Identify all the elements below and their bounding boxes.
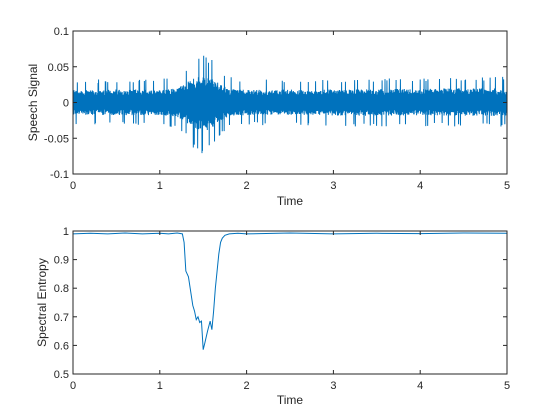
spectral-entropy-xtick-label: 0 (70, 380, 76, 392)
speech-signal-frame-border (72, 30, 508, 175)
speech-signal-xtick-label: 2 (244, 180, 250, 192)
spectral-entropy-ytick-label: 0.7 (54, 312, 69, 324)
spectral-entropy-ylabel: Spectral Entropy (35, 258, 49, 347)
spectral-entropy-plot-area (72, 230, 508, 375)
spectral-entropy-ytick-label: 1 (63, 226, 69, 238)
speech-signal-ytick-label: 0 (63, 98, 69, 110)
speech-signal-waveform (72, 55, 508, 154)
spectral-entropy-xtick-label: 5 (504, 380, 510, 392)
speech-signal-axes: 0 1 2 3 4 5 -0.1 -0.05 0 0.05 0.1 Time Speech Sign… (26, 26, 510, 208)
spectral-entropy-xtick-label: 2 (244, 380, 250, 392)
spectral-entropy-series-line (72, 232, 508, 350)
spectral-entropy-ytick-label: 0.6 (54, 340, 69, 352)
speech-signal-ytick-label: 0.05 (48, 62, 69, 74)
spectral-entropy-ytick-label: 0.5 (54, 369, 69, 381)
speech-signal-ytick-label: -0.05 (44, 133, 69, 145)
speech-signal-xtick-label: 3 (330, 180, 336, 192)
spectral-entropy-xtick-label: 3 (330, 380, 336, 392)
speech-signal-xtick-label: 1 (157, 180, 163, 192)
speech-signal-ticks: 0 1 2 3 4 5 -0.1 -0.05 0 0.05 0.1 (44, 26, 510, 192)
spectral-entropy-xlabel: Time (277, 393, 304, 407)
spectral-entropy-axes: 0 1 2 3 4 5 0.5 0.6 0.7 0.8 0.9 1 Time Spectral Ent… (35, 226, 510, 407)
spectral-entropy-ytick-label: 0.9 (54, 255, 69, 267)
speech-signal-ytick-label: -0.1 (50, 169, 69, 181)
speech-signal-series-line (72, 55, 508, 154)
speech-signal-xtick-label: 5 (504, 180, 510, 192)
speech-signal-ytick-label: 0.1 (54, 26, 69, 38)
spectral-entropy-xtick-label: 4 (417, 380, 423, 392)
spectral-entropy-xtick-label: 1 (157, 380, 163, 392)
speech-signal-xlabel: Time (277, 194, 304, 208)
speech-signal-xtick-label: 0 (70, 180, 76, 192)
speech-signal-ylabel: Speech Signal (26, 64, 40, 141)
spectral-entropy-ytick-label: 0.8 (54, 283, 69, 295)
spectral-entropy-frame-border (72, 230, 508, 375)
speech-signal-xtick-label: 4 (417, 180, 423, 192)
spectral-entropy-ticks: 0 1 2 3 4 5 0.5 0.6 0.7 0.8 0.9 1 (54, 226, 510, 392)
spectral-entropy-curve (72, 232, 508, 350)
